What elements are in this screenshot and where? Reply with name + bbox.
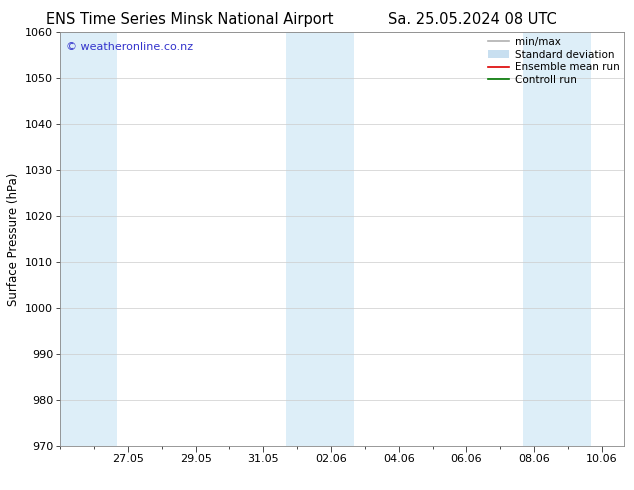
Text: © weatheronline.co.nz: © weatheronline.co.nz: [66, 42, 193, 52]
Text: ENS Time Series Minsk National Airport: ENS Time Series Minsk National Airport: [46, 12, 334, 27]
Legend: min/max, Standard deviation, Ensemble mean run, Controll run: min/max, Standard deviation, Ensemble me…: [488, 37, 619, 85]
Bar: [523, 32, 591, 446]
Bar: [286, 32, 354, 446]
Bar: [60, 32, 117, 446]
Y-axis label: Surface Pressure (hPa): Surface Pressure (hPa): [6, 172, 20, 306]
Text: Sa. 25.05.2024 08 UTC: Sa. 25.05.2024 08 UTC: [388, 12, 557, 27]
